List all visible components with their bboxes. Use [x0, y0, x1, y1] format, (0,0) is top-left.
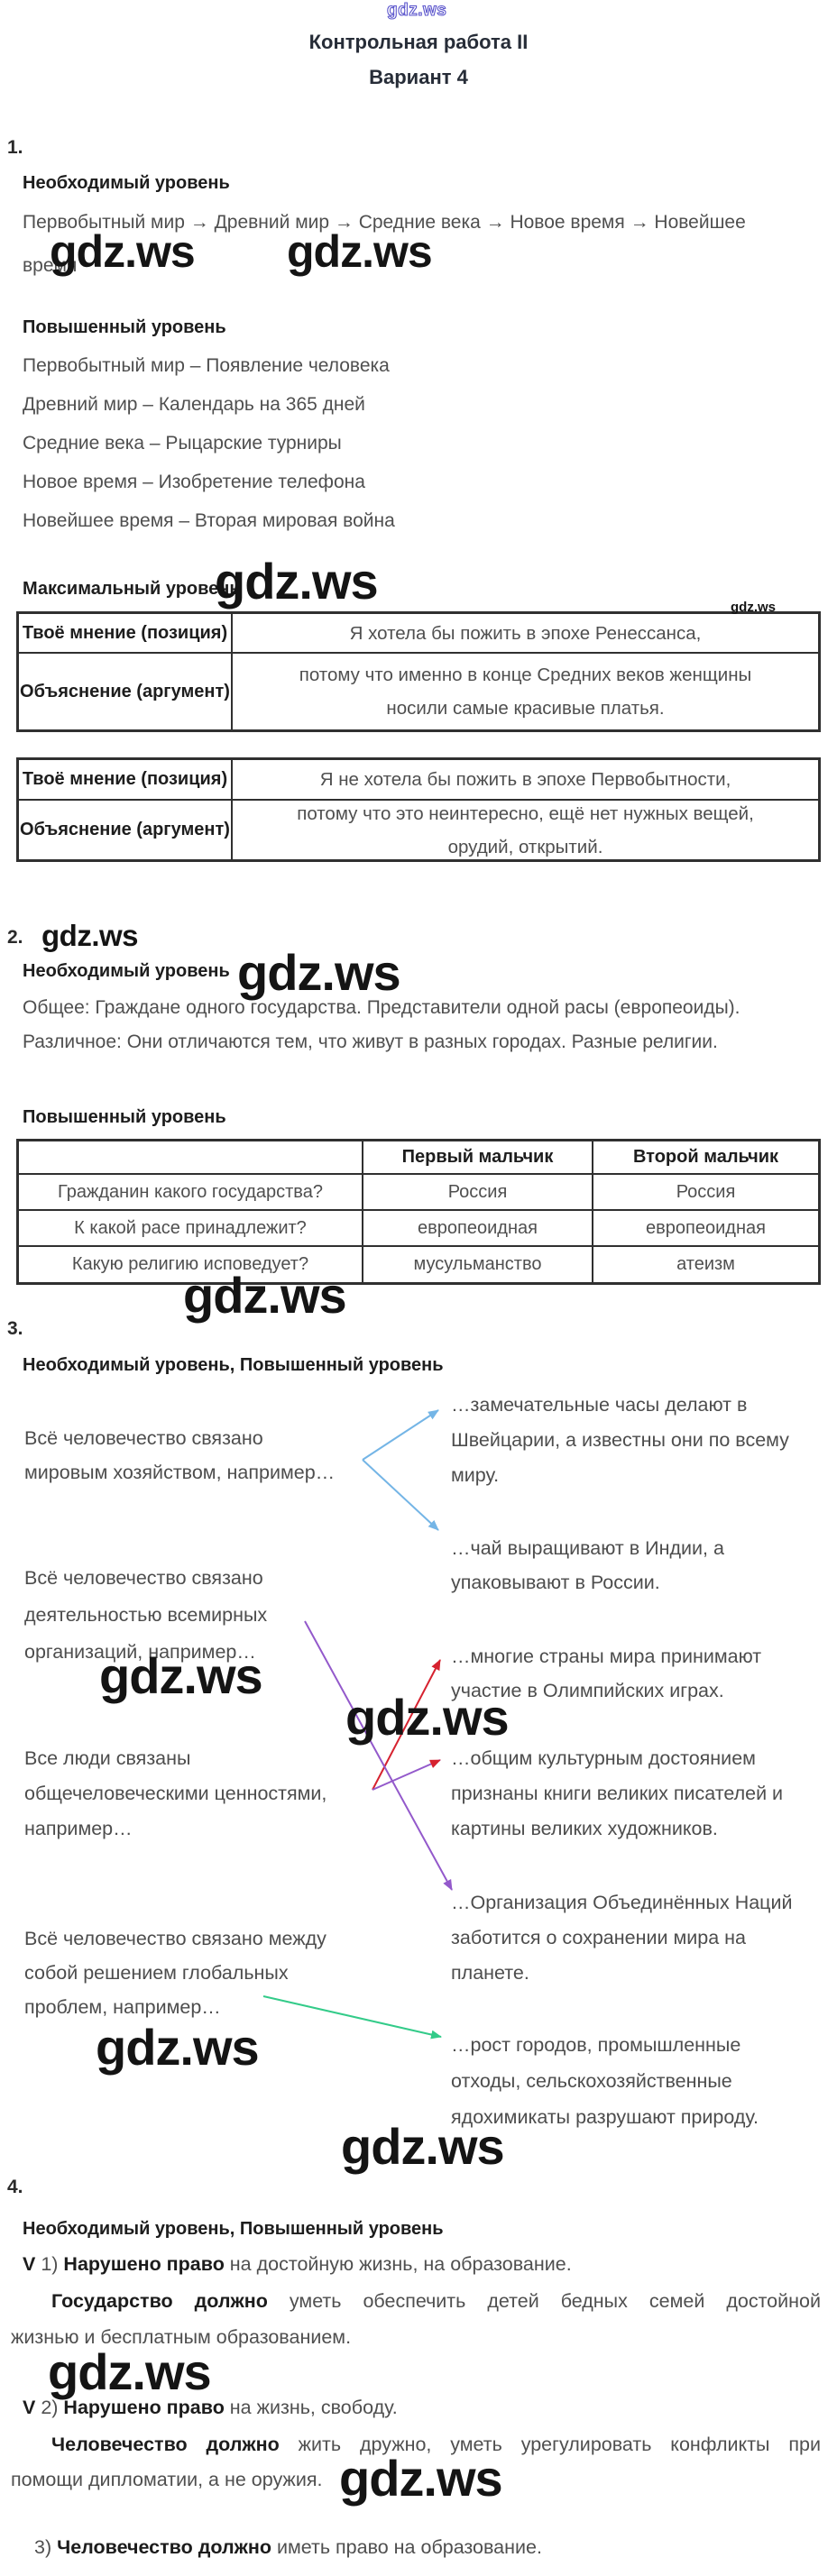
watermark: gdz.ws — [731, 600, 777, 615]
epoch-timeline: Первобытный мир → Древний мир → Средние … — [23, 212, 746, 276]
match-right-item: …чай выращивают в Индии, а упаковывают в … — [451, 1537, 724, 1593]
table-header-cell: Второй мальчик — [593, 1141, 819, 1174]
variant-subtitle: Вариант 4 — [369, 66, 468, 88]
table-row-label: Твоё мнение (позиция) — [18, 759, 232, 800]
table-cell: Россия — [593, 1174, 819, 1210]
watermark: gdz.ws — [50, 226, 196, 277]
section-3-number: 3. — [7, 1318, 23, 1339]
table-row-label: Объяснение (аргумент) — [18, 800, 232, 860]
table-cell: Россия — [363, 1174, 593, 1210]
opinion-table-2: Твоё мнение (позиция) Я не хотела бы пож… — [16, 757, 821, 862]
watermark: gdz.ws — [99, 1647, 263, 1704]
education-right-paragraph: 3) Человечество должно иметь право на об… — [34, 2536, 542, 2558]
table-cell: Гражданин какого государства? — [18, 1174, 363, 1210]
section-2-heading-advanced: Повышенный уровень — [23, 1107, 226, 1127]
table-row-value: Я не хотела бы пожить в эпохе Первобытно… — [232, 759, 819, 800]
section-2-number: 2. — [7, 927, 23, 948]
arrow-red-2 — [372, 1759, 441, 1791]
table-header-cell: Первый мальчик — [363, 1141, 593, 1174]
violated-right-2: V 2) Нарушено право на жизнь, свободу. — [23, 2397, 398, 2418]
table-row-label: Объяснение (аргумент) — [18, 653, 232, 730]
table-cell: К какой расе принадлежит? — [18, 1210, 363, 1246]
watermark: gdz.ws — [41, 919, 139, 952]
watermark: gdz.ws — [339, 2450, 503, 2507]
common-traits-text: Общее: Граждане одного государства. Пред… — [23, 997, 740, 1018]
table-cell: Какую религию исповедует? — [18, 1246, 363, 1283]
watermark: gdz.ws — [215, 553, 379, 610]
table-row-label: Твоё мнение (позиция) — [18, 613, 232, 653]
watermark: gdz.ws — [183, 1267, 347, 1324]
watermark: gdz.ws — [237, 944, 401, 1001]
section-1-number: 1. — [7, 137, 23, 158]
match-right-item: …общим культурным достоянием признаны кни… — [451, 1747, 784, 1839]
opinion-table-1: Твоё мнение (позиция) Я хотела бы пожить… — [16, 611, 821, 732]
table-row-value: потому что именно в конце Средних веков … — [232, 653, 819, 730]
watermark: gdz.ws — [345, 1689, 510, 1746]
epoch-event-pairs: Первобытный мир – Появление человека Древ… — [23, 355, 395, 531]
watermark: gdz.ws — [48, 2343, 212, 2400]
different-traits-text: Различное: Они отличаются тем, что живут… — [23, 1031, 718, 1052]
section-4-heading: Необходимый уровень, Повышенный уровень — [23, 2219, 444, 2239]
match-right-item: …замечательные часы делают в Швейцарии, а… — [451, 1394, 789, 1486]
arrow-purple — [304, 1620, 453, 1891]
table-cell: мусульманство — [363, 1246, 593, 1283]
site-logo-watermark: gdz.ws — [386, 0, 447, 20]
boys-comparison-table: Первый мальчик Второй мальчик Гражданин … — [16, 1139, 821, 1285]
match-left-item: Всё человечество связано мировым хозяйств… — [24, 1427, 336, 1483]
section-2-heading-required: Необходимый уровень — [23, 961, 230, 981]
table-cell: атеизм — [593, 1246, 819, 1283]
match-left-item: Всё человечество связано деятельностью вс… — [24, 1567, 268, 1663]
watermark: gdz.ws — [287, 226, 433, 277]
section-1-heading-maximum: Максимальный уровень — [23, 579, 241, 599]
violated-right-1: V 1) Нарушено право на достойную жизнь, … — [23, 2253, 572, 2275]
section-4-number: 4. — [7, 2177, 23, 2197]
match-right-item: …многие страны мира принимают участие в О… — [451, 1646, 762, 1701]
watermark: gdz.ws — [341, 2118, 505, 2175]
humanity-duty-paragraph: Человечество должно жить дружно, уметь у… — [11, 2434, 821, 2490]
page-title: Контрольная работа II — [308, 31, 529, 53]
arrow-blue-1 — [362, 1409, 439, 1461]
section-1-heading-advanced: Повышенный уровень — [23, 317, 226, 337]
section-3-heading: Необходимый уровень, Повышенный уровень — [23, 1355, 444, 1375]
table-cell: европеоидная — [363, 1210, 593, 1246]
table-row-value: Я хотела бы пожить в эпохе Ренессанса, — [232, 613, 819, 653]
state-duty-paragraph: Государство должно уметь обеспечить дете… — [11, 2290, 821, 2348]
table-cell: европеоидная — [593, 1210, 819, 1246]
table-row-value: потому что это неинтересно, ещё нет нужн… — [232, 800, 819, 860]
arrow-blue-2 — [362, 1459, 439, 1531]
match-right-item: …Организация Объединённых Наций заботится… — [451, 1892, 793, 1984]
section-1-heading-required: Необходимый уровень — [23, 173, 230, 193]
match-left-item: Всё человечество связано между собой реше… — [24, 1928, 327, 2018]
match-right-item: …рост городов, промышленные отходы, сельс… — [451, 2034, 759, 2128]
watermark: gdz.ws — [96, 2019, 260, 2076]
match-left-item: Все люди связаны общечеловеческими ценнос… — [24, 1747, 327, 1839]
table-header-cell — [18, 1141, 363, 1174]
